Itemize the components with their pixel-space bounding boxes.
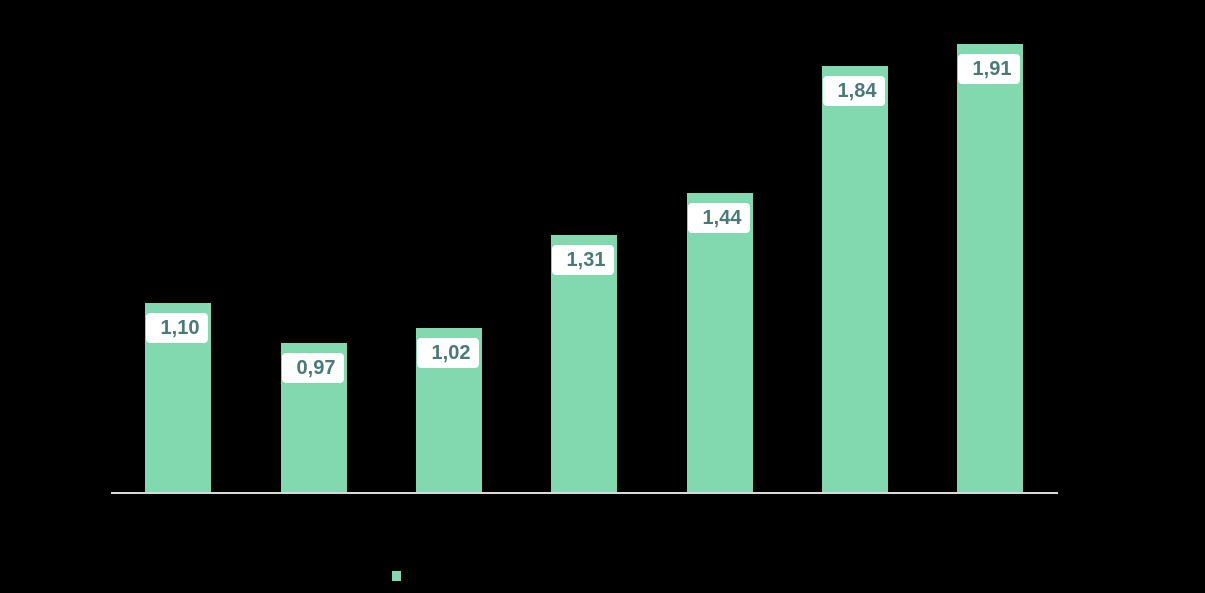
data-label-2: 0,97 — [281, 352, 345, 384]
data-label-4: 1,31 — [551, 244, 615, 276]
bar-5: 1,44 — [687, 193, 753, 493]
data-label-3: 1,02 — [416, 337, 480, 369]
data-label-1: 1,10 — [145, 312, 209, 344]
bar-6: 1,84 — [822, 66, 888, 493]
data-label-7: 1,91 — [957, 53, 1021, 85]
legend-swatch-icon — [392, 571, 401, 581]
data-label-5: 1,44 — [687, 202, 751, 234]
bar-2: 0,97 — [281, 343, 347, 493]
x-axis-line — [111, 492, 1058, 494]
bar-4: 1,31 — [551, 235, 617, 493]
bar-7: 1,91 — [957, 44, 1023, 493]
legend — [392, 571, 407, 581]
bar-3: 1,02 — [416, 328, 482, 493]
data-label-6: 1,84 — [822, 75, 886, 107]
bar-1: 1,10 — [145, 303, 211, 493]
